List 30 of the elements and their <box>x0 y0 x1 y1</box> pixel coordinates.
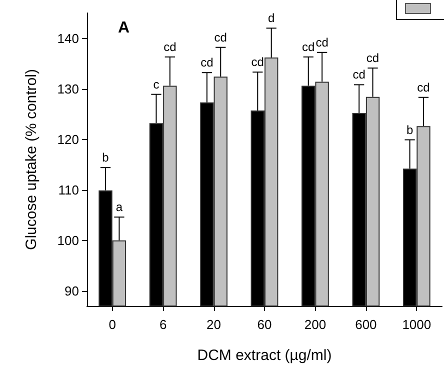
annotation: cd <box>251 55 264 70</box>
x-tick-label: 600 <box>355 317 377 332</box>
y-tick-label: 130 <box>57 81 79 96</box>
y-tick-label: 140 <box>57 30 79 46</box>
x-tick-label: 6 <box>159 317 167 332</box>
x-tick-label: 0 <box>108 317 116 332</box>
x-tick-label: 1000 <box>402 317 432 332</box>
annotation: cd <box>352 68 366 82</box>
y-tick-label: 100 <box>57 232 79 248</box>
annotation: cd <box>417 80 430 94</box>
annotation: b <box>406 122 414 137</box>
x-tick-label: 60 <box>257 317 272 332</box>
annotation: c <box>153 77 160 92</box>
y-axis-title: Glucose uptake (% control) <box>23 69 40 250</box>
annotation: cd <box>200 56 214 70</box>
annotation: d <box>268 11 275 26</box>
x-axis-title: DCM extract (µg/ml) <box>197 347 332 364</box>
annotation: a <box>116 200 123 214</box>
annotation: cd <box>302 40 315 54</box>
annotation: A <box>118 20 130 36</box>
annotation: cd <box>214 30 227 44</box>
x-tick-label: 200 <box>304 317 326 332</box>
x-tick-label: 20 <box>206 317 222 332</box>
annotation: b <box>102 150 110 165</box>
annotation: cd <box>366 51 380 66</box>
y-tick-label: 120 <box>57 132 79 147</box>
y-tick-label: 90 <box>64 283 79 298</box>
y-tick-label: 110 <box>58 182 79 198</box>
annotation: cd <box>164 40 176 54</box>
annotation: cd <box>316 35 328 50</box>
